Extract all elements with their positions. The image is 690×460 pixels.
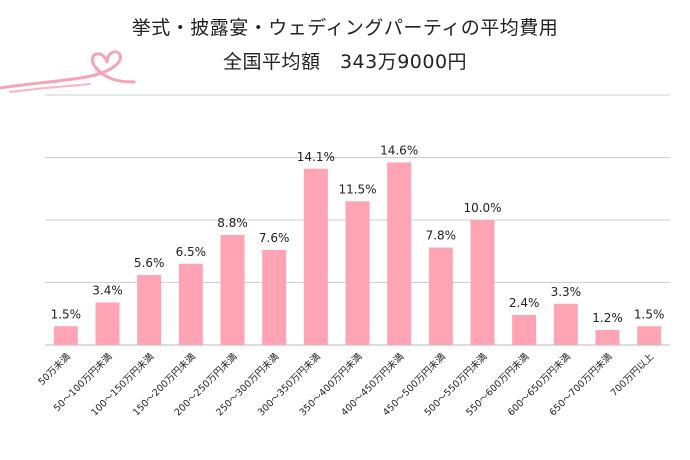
data-label-12: 3.3% xyxy=(551,285,582,299)
chart-title: 挙式・披露宴・ウェディングパーティの平均費用 xyxy=(131,17,559,39)
bar-14 xyxy=(637,326,662,345)
bar-12 xyxy=(553,303,578,345)
ribbon-heart-icon xyxy=(0,50,136,93)
bar-5 xyxy=(262,250,287,345)
data-label-0: 1.5% xyxy=(51,307,82,321)
bar-4 xyxy=(220,235,245,345)
bar-6 xyxy=(303,168,328,345)
data-label-8: 14.6% xyxy=(380,144,418,158)
data-label-14: 1.5% xyxy=(634,307,665,321)
bar-0 xyxy=(53,326,78,345)
bar-1 xyxy=(95,302,120,345)
data-label-10: 10.0% xyxy=(463,201,501,215)
bar-11 xyxy=(512,315,537,345)
data-label-6: 14.1% xyxy=(297,150,335,164)
data-label-13: 1.2% xyxy=(592,311,623,325)
chart-subtitle: 全国平均額 343万9000円 xyxy=(222,51,468,73)
x-tick-label-14: 700万円以上 xyxy=(609,351,657,399)
bar-3 xyxy=(178,263,203,345)
data-label-7: 11.5% xyxy=(338,182,376,196)
data-label-3: 6.5% xyxy=(176,245,207,259)
bar-2 xyxy=(137,275,162,345)
x-tick-label-0: 50万未満 xyxy=(36,350,74,388)
data-label-1: 3.4% xyxy=(92,284,123,298)
bar-8 xyxy=(387,162,412,345)
bar-13 xyxy=(595,330,620,345)
bar-7 xyxy=(345,201,370,345)
bar-10 xyxy=(470,220,495,345)
data-label-9: 7.8% xyxy=(426,229,457,243)
data-label-5: 7.6% xyxy=(259,231,290,245)
data-label-4: 8.8% xyxy=(217,216,248,230)
bar-9 xyxy=(428,247,453,345)
data-label-2: 5.6% xyxy=(134,256,165,270)
data-label-11: 2.4% xyxy=(509,296,540,310)
